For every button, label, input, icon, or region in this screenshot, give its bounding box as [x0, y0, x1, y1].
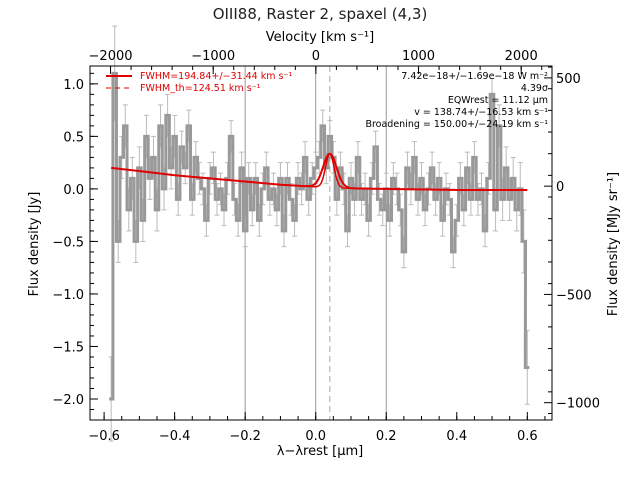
top-axis-title: Velocity [km s⁻¹]	[266, 30, 374, 45]
top-axis-ticks: −2000 −1000 0 1000 2000	[89, 49, 543, 74]
right-axis-ticks: −1000 −500 0 500	[544, 66, 600, 415]
annotation-eqw: EQWrest = 11.12 μm	[448, 95, 548, 106]
y-tick-label: 0.0	[63, 183, 84, 198]
top-tick-label: −1000	[191, 49, 235, 64]
x-axis-ticks: −0.6 −0.4 −0.2 0.0 0.2 0.4 0.6	[88, 412, 546, 444]
fit-series-line	[111, 152, 528, 191]
legend-label-fwhm: FWHM=194.84+/−31.44 km s⁻¹	[140, 71, 292, 82]
x-tick-label: 0.4	[446, 429, 467, 444]
legend: FWHM=194.84+/−31.44 km s⁻¹ FWHM_th=124.5…	[106, 71, 292, 94]
y-axis-title: Flux density [Jy]	[27, 192, 42, 297]
thermal-fit-line	[308, 152, 351, 190]
x-tick-label: 0.2	[376, 429, 397, 444]
y-tick-label: 1.0	[63, 78, 84, 93]
right-tick-label: −500	[556, 288, 592, 303]
y-axis-ticks: −2.0 −1.5 −1.0 −0.5 0.0 0.5 1.0	[52, 72, 98, 410]
fit-annotations: 7.42e−18+/−1.69e−18 W m⁻² 4.39σ EQWrest …	[365, 71, 548, 130]
y-tick-label: −2.0	[52, 393, 84, 408]
chart-title: OIII88, Raster 2, spaxel (4,3)	[213, 5, 428, 23]
y-tick-label: 0.5	[63, 130, 84, 145]
annotation-sigma: 4.39σ	[521, 83, 548, 94]
top-tick-label: 1000	[402, 49, 435, 64]
annotation-flux: 7.42e−18+/−1.69e−18 W m⁻²	[401, 71, 548, 82]
top-tick-label: 2000	[505, 49, 538, 64]
top-tick-label: 0	[312, 49, 320, 64]
right-tick-label: 500	[556, 72, 581, 87]
x-tick-label: −0.4	[159, 429, 191, 444]
x-axis-title: λ−λrest [μm]	[277, 444, 363, 459]
x-tick-label: 0.6	[517, 429, 538, 444]
y-tick-label: −0.5	[52, 235, 84, 250]
y-tick-label: −1.0	[52, 288, 84, 303]
x-tick-label: −0.2	[229, 429, 261, 444]
right-tick-label: −1000	[556, 397, 600, 412]
legend-label-fwhm-th: FWHM_th=124.51 km s⁻¹	[140, 83, 261, 94]
data-series-line	[109, 71, 530, 401]
x-tick-label: −0.6	[88, 429, 120, 444]
annotation-velocity: v = 138.74+/−16.53 km s⁻¹	[414, 107, 548, 118]
x-tick-label: 0.0	[305, 429, 326, 444]
right-tick-label: 0	[556, 180, 564, 195]
right-axis-title: Flux density [MJy sr⁻¹]	[606, 172, 621, 316]
top-tick-label: −2000	[89, 49, 133, 64]
y-tick-label: −1.5	[52, 340, 84, 355]
plot-frame	[89, 65, 553, 421]
annotation-broadening: Broadening = 150.00+/−24.19 km s⁻¹	[365, 119, 548, 130]
